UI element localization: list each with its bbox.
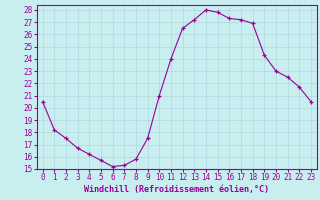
- X-axis label: Windchill (Refroidissement éolien,°C): Windchill (Refroidissement éolien,°C): [84, 185, 269, 194]
